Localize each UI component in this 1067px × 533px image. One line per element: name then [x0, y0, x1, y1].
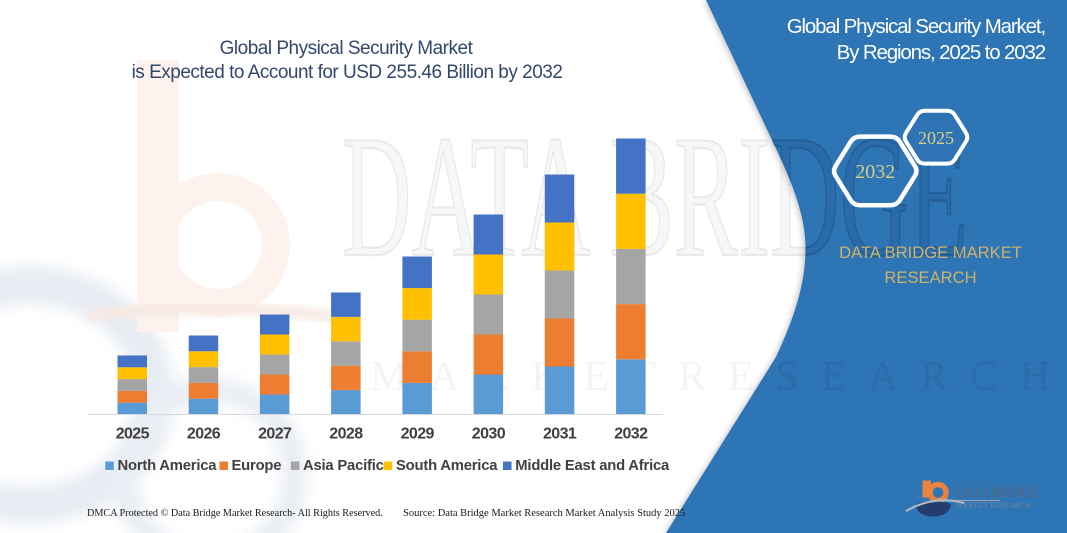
svg-text:Source: Data Bridge Market Res: Source: Data Bridge Market Research Mark…	[403, 508, 685, 519]
svg-text:2025: 2025	[116, 426, 150, 443]
svg-text:2031: 2031	[543, 426, 577, 443]
svg-text:2028: 2028	[329, 426, 363, 443]
svg-text:By Regions, 2025 to 2032: By Regions, 2025 to 2032	[837, 41, 1046, 64]
svg-text:DATA BRIDGE: DATA BRIDGE	[956, 485, 1038, 501]
svg-text:2032: 2032	[614, 426, 648, 443]
svg-text:Middle East and Africa: Middle East and Africa	[515, 458, 670, 474]
svg-text:Asia Pacific: Asia Pacific	[303, 458, 384, 474]
svg-text:South America: South America	[396, 458, 498, 474]
svg-text:2032: 2032	[855, 161, 895, 183]
svg-text:2026: 2026	[187, 426, 221, 443]
svg-text:Europe: Europe	[232, 458, 282, 474]
svg-text:Global Physical Security Marke: Global Physical Security Market	[220, 38, 474, 59]
svg-text:North America: North America	[118, 458, 218, 474]
svg-text:DMCA Protected © Data Bridge M: DMCA Protected © Data Bridge Market Rese…	[87, 508, 383, 519]
svg-text:2029: 2029	[401, 426, 435, 443]
svg-text:RESEARCH: RESEARCH	[884, 268, 976, 287]
svg-text:Global Physical Security Marke: Global Physical Security Market,	[787, 15, 1045, 38]
svg-text:2027: 2027	[258, 426, 292, 443]
svg-text:is Expected to Account for USD: is Expected to Account for USD 255.46 Bi…	[132, 62, 563, 83]
svg-text:2030: 2030	[472, 426, 506, 443]
svg-text:2025: 2025	[918, 128, 954, 148]
svg-text:DATA BRIDGE MARKET: DATA BRIDGE MARKET	[839, 243, 1022, 262]
svg-text:MARKET RESEARCH: MARKET RESEARCH	[956, 502, 1030, 510]
